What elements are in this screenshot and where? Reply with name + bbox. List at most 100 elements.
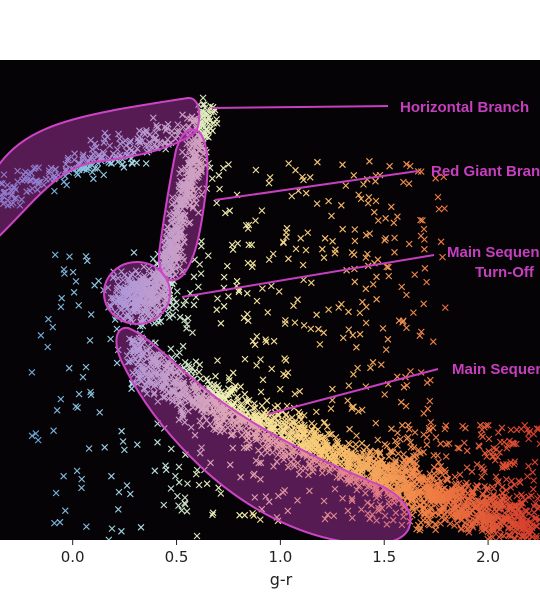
star-point: [135, 375, 142, 382]
star-point: [216, 428, 224, 436]
star-point: [170, 387, 178, 394]
star-point: [203, 375, 210, 383]
star-point: [195, 386, 202, 393]
star-point: [202, 392, 210, 400]
star-point: [126, 358, 133, 366]
star-point: [284, 463, 292, 471]
star-point: [180, 378, 188, 386]
star-point: [264, 409, 272, 416]
star-point: [191, 385, 199, 392]
star-point: [376, 448, 384, 456]
star-point: [320, 436, 328, 444]
star-point: [253, 432, 260, 440]
star-point: [237, 403, 245, 411]
star-point: [340, 455, 347, 463]
star-point: [181, 358, 189, 366]
star-point: [282, 411, 290, 418]
star-point: [232, 382, 239, 390]
star-point: [241, 390, 249, 398]
star-point: [171, 368, 179, 376]
x-tick-label: 0.5: [165, 548, 189, 566]
scatter-points: [0, 94, 540, 540]
star-point: [185, 363, 193, 371]
star-point: [484, 535, 492, 540]
star-point: [452, 480, 460, 488]
star-point: [353, 486, 361, 494]
star-point: [494, 522, 502, 530]
star-point: [336, 443, 344, 451]
star-point: [515, 530, 522, 537]
star-point: [367, 469, 375, 477]
x-tick-label: 2.0: [476, 548, 500, 566]
star-point: [152, 369, 160, 377]
x-tick-label: 1.0: [268, 548, 292, 566]
star-point: [282, 452, 289, 460]
star-point: [154, 361, 162, 369]
main-sequence-label: Main Sequence: [452, 361, 540, 378]
star-point: [210, 406, 217, 414]
star-point: [533, 534, 540, 540]
star-point: [490, 485, 498, 492]
star-point: [257, 388, 265, 396]
star-point: [155, 351, 163, 359]
star-point: [345, 456, 353, 464]
star-point: [238, 431, 246, 439]
star-point: [409, 485, 416, 492]
star-point: [365, 482, 373, 490]
star-point: [196, 417, 204, 425]
star-point: [456, 471, 464, 478]
star-point: [229, 418, 237, 425]
star-point: [417, 524, 424, 532]
star-point: [519, 519, 527, 526]
star-point: [169, 397, 176, 405]
star-point: [172, 381, 179, 389]
star-point: [174, 381, 181, 389]
star-point: [483, 486, 491, 494]
star-point: [274, 451, 282, 458]
star-point: [334, 449, 342, 457]
star-point: [437, 478, 445, 486]
star-point: [177, 407, 185, 415]
star-point: [388, 448, 395, 455]
star-point: [318, 469, 326, 477]
star-point: [300, 412, 308, 419]
star-point: [275, 440, 282, 448]
star-point: [184, 407, 192, 415]
star-point: [420, 498, 428, 506]
star-point: [184, 390, 192, 398]
x-tick-label: 0.0: [61, 548, 85, 566]
star-point: [192, 401, 200, 408]
star-point: [176, 396, 183, 404]
star-point: [128, 385, 135, 393]
star-point: [345, 439, 352, 447]
star-point: [176, 399, 184, 407]
star-point: [151, 389, 158, 397]
star-point: [249, 404, 257, 412]
star-point: [511, 534, 518, 540]
star-point: [366, 447, 374, 455]
star-point: [144, 345, 152, 353]
star-point: [147, 371, 154, 379]
star-point: [513, 492, 521, 500]
star-point: [346, 425, 353, 433]
star-point: [392, 509, 400, 517]
star-point: [150, 391, 158, 398]
star-point: [252, 434, 260, 442]
star-point: [366, 456, 373, 463]
x-axis-title: g-r: [270, 570, 293, 589]
star-point: [189, 381, 197, 388]
star-point: [220, 417, 228, 425]
star-point: [446, 520, 454, 527]
star-point: [246, 440, 253, 447]
star-point: [243, 430, 251, 437]
star-point: [385, 498, 393, 506]
star-point: [489, 533, 497, 540]
star-point: [128, 357, 136, 365]
star-point: [326, 431, 334, 438]
star-point: [161, 393, 169, 401]
star-point: [167, 345, 175, 353]
star-point: [163, 379, 171, 387]
main-sequence-turn-off-region: [103, 261, 171, 325]
star-point: [225, 391, 233, 398]
